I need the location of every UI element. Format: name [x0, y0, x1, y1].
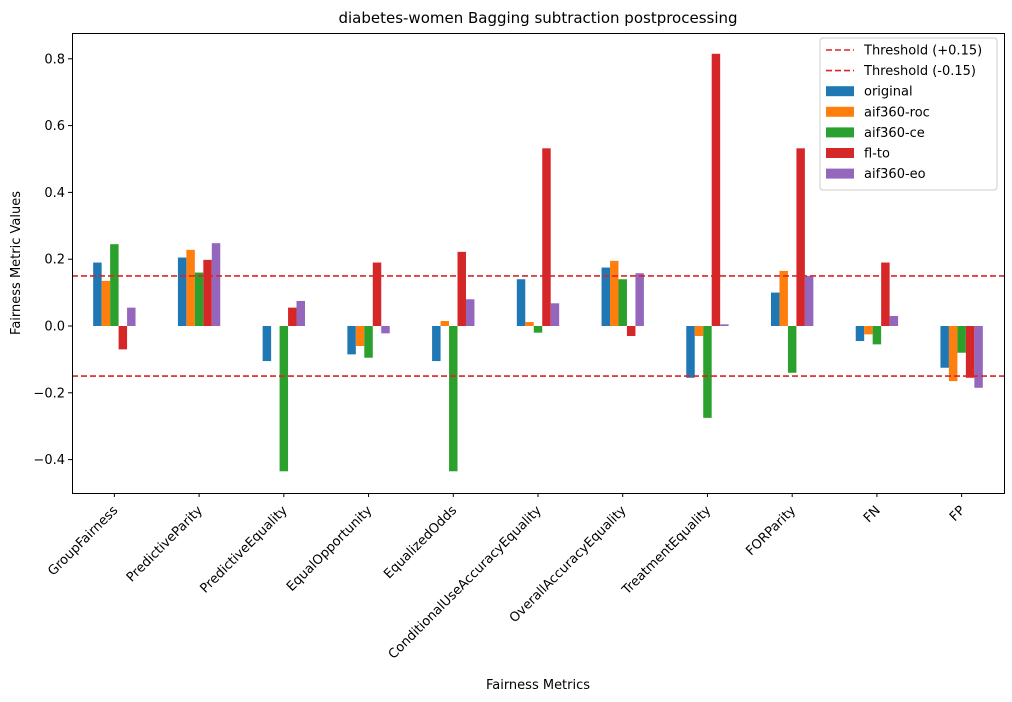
bars-layer — [93, 53, 983, 472]
legend-label: Threshold (+0.15) — [863, 44, 982, 59]
bar-original-PredictiveParity — [177, 257, 187, 326]
legend-swatch — [826, 106, 854, 117]
x-tick-label: EqualOpportunity — [284, 503, 376, 595]
bar-fl-to-FP — [965, 326, 975, 378]
bar-aif360-roc-FN — [864, 326, 873, 335]
bar-aif360-ce-PredictiveEquality — [279, 326, 289, 472]
bar-aif360-ce-PredictiveParity — [194, 272, 204, 326]
bar-original-PredictiveEquality — [262, 326, 272, 362]
bar-aif360-eo-FORParity — [804, 275, 814, 326]
bar-aif360-ce-TreatmentEquality — [703, 326, 712, 418]
x-tick-label: PredictiveEquality — [197, 503, 290, 596]
bar-aif360-eo-PredictiveParity — [211, 243, 221, 326]
bar-aif360-ce-FN — [872, 326, 882, 345]
bar-original-FN — [855, 326, 865, 342]
bar-original-TreatmentEquality — [686, 326, 695, 378]
bar-original-OverallAccuracyEquality — [601, 267, 611, 326]
bar-aif360-roc-FP — [948, 326, 958, 382]
bar-fl-to-GroupFairness — [118, 326, 128, 350]
y-tick-label: 0.8 — [44, 52, 65, 67]
legend-swatch — [826, 86, 854, 97]
chart-title: diabetes-women Bagging subtraction postp… — [338, 9, 737, 27]
bar-fl-to-ConditionalUseAccuracyEquality — [542, 148, 551, 326]
bar-aif360-eo-GroupFairness — [127, 307, 136, 326]
x-axis: GroupFairness PredictiveParityPredictiveE… — [45, 493, 969, 662]
bar-aif360-roc-GroupFairness — [101, 280, 111, 326]
legend-label: Threshold (-0.15) — [863, 64, 976, 79]
x-tick-label: PredictiveParity — [124, 503, 206, 585]
legend-label: aif360-roc — [864, 105, 930, 120]
legend-label: original — [864, 85, 913, 100]
bar-fl-to-FN — [881, 262, 890, 326]
bar-aif360-roc-ConditionalUseAccuracyEquality — [525, 321, 534, 326]
bar-aif360-roc-EqualizedOdds — [440, 320, 450, 326]
bar-fl-to-FORParity — [796, 148, 805, 326]
y-axis-label: Fairness Metric Values — [9, 191, 24, 335]
bar-original-EqualizedOdds — [432, 326, 441, 362]
x-axis-label: Fairness Metrics — [486, 678, 590, 693]
bar-aif360-ce-FP — [957, 326, 966, 353]
bar-aif360-ce-FORParity — [787, 326, 797, 373]
y-axis: −0.4 −0.2 0.0 0.2 0.4 0.6 0.8 — [33, 52, 72, 468]
bar-aif360-eo-EqualOpportunity — [381, 326, 390, 334]
bar-aif360-roc-FORParity — [779, 270, 788, 326]
bar-aif360-eo-OverallAccuracyEquality — [635, 273, 644, 326]
legend-box — [819, 37, 998, 191]
bar-fl-to-TreatmentEquality — [711, 53, 721, 326]
bar-original-GroupFairness — [93, 262, 102, 326]
bar-original-EqualOpportunity — [347, 326, 356, 355]
y-tick-label: 0.2 — [44, 253, 65, 268]
bar-aif360-ce-GroupFairness — [110, 244, 119, 326]
bar-aif360-roc-TreatmentEquality — [694, 326, 704, 337]
bar-aif360-ce-EqualizedOdds — [449, 326, 458, 472]
x-tick-label: ConditionalUseAccuracyEquality — [386, 503, 545, 662]
threshold-lines — [72, 275, 1004, 377]
y-tick-label: 0.4 — [44, 186, 65, 201]
bar-aif360-roc-OverallAccuracyEquality — [610, 260, 619, 326]
x-tick-label: TreatmentEquality — [619, 503, 715, 599]
y-tick-label: −0.2 — [33, 386, 65, 401]
legend-label: fl-to — [864, 147, 890, 162]
legend-label: aif360-eo — [864, 167, 926, 182]
y-tick-label: −0.4 — [33, 453, 65, 468]
legend-swatch — [826, 127, 854, 138]
x-tick-label: FORParity — [743, 503, 799, 559]
bar-aif360-ce-ConditionalUseAccuracyEquality — [533, 326, 543, 333]
x-tick-label: FP — [947, 503, 969, 525]
bar-fl-to-PredictiveParity — [203, 259, 212, 326]
x-tick-label: FN — [861, 503, 884, 526]
bar-fl-to-PredictiveEquality — [288, 307, 297, 326]
bar-original-ConditionalUseAccuracyEquality — [516, 279, 526, 326]
y-tick-label: 0.0 — [44, 320, 65, 335]
bar-aif360-eo-EqualizedOdds — [465, 299, 475, 326]
bar-fl-to-EqualizedOdds — [457, 251, 466, 326]
bar-aif360-roc-PredictiveParity — [186, 249, 195, 326]
bar-aif360-roc-EqualOpportunity — [355, 326, 365, 347]
bar-aif360-eo-FP — [974, 326, 983, 388]
x-tick-label: GroupFairness — [45, 503, 121, 579]
bar-aif360-eo-ConditionalUseAccuracyEquality — [550, 303, 560, 326]
legend-swatch — [826, 168, 854, 179]
bar-fl-to-EqualOpportunity — [372, 262, 382, 326]
bar-aif360-eo-PredictiveEquality — [296, 300, 305, 326]
y-tick-label: 0.6 — [44, 119, 65, 134]
bar-aif360-eo-TreatmentEquality — [720, 324, 729, 326]
bar-fl-to-OverallAccuracyEquality — [626, 326, 636, 337]
bar-original-FORParity — [771, 292, 780, 326]
x-tick-label: EqualizedOdds — [381, 503, 460, 582]
bar-aif360-ce-EqualOpportunity — [364, 326, 373, 358]
bar-aif360-ce-OverallAccuracyEquality — [618, 279, 627, 326]
bar-aif360-eo-FN — [889, 315, 899, 326]
legend-label: aif360-ce — [864, 126, 925, 141]
bar-original-FP — [940, 326, 949, 368]
legend-swatch — [826, 148, 854, 158]
legend: Threshold (+0.15) Threshold (-0.15) origin… — [819, 37, 998, 191]
